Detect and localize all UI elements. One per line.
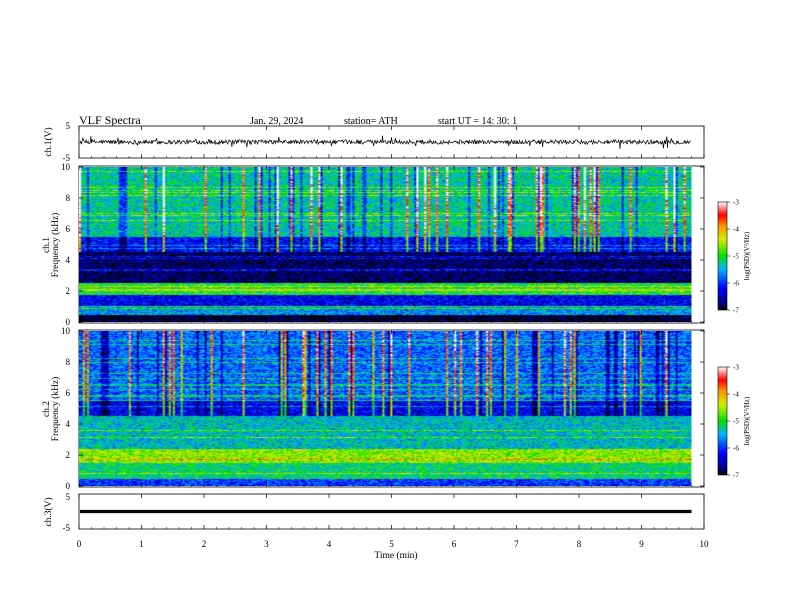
y-tick-label: 2	[66, 286, 71, 296]
figure-title: VLF Spectra	[79, 113, 141, 127]
x-tick-label: 4	[327, 539, 332, 549]
ch2-spectrogram-ylabel: Frequency (kHz)	[50, 377, 61, 442]
ch1-waveform-panel: 5 -5 ch.1(V)	[43, 121, 705, 163]
colorbar-tick-label: -3	[733, 199, 739, 207]
colorbar-tick-label: -7	[733, 472, 739, 480]
ch2-colorbar-ticks: -3 -4 -5 -6 -7	[727, 364, 739, 480]
x-tick-label: 10	[700, 539, 710, 549]
ch3-waveform-ylabel: ch.3(V)	[43, 497, 54, 526]
ch1-colorbar-ticks: -3 -4 -5 -6 -7	[727, 199, 739, 315]
ch1-spectrogram-yticks: 0 2 4 6 8 10	[61, 162, 704, 327]
time-axis: 0 1 2 3 4 5 6 7 8 9 10	[77, 126, 709, 549]
ch1-spectrogram-image	[79, 167, 692, 322]
x-tick-label: 1	[139, 539, 144, 549]
ch3-ytick-bottom: -5	[63, 523, 71, 533]
x-tick-label: 0	[77, 539, 82, 549]
station-label: station= ATH	[344, 116, 398, 127]
colorbar-tick-label: -5	[733, 418, 739, 426]
x-tick-label: 9	[639, 539, 644, 549]
y-tick-label: 2	[66, 450, 71, 460]
ch1-colorbar	[717, 201, 728, 311]
x-tick-label: 6	[452, 539, 457, 549]
colorbar-tick-label: -6	[733, 445, 739, 453]
ch2-colorbar	[717, 366, 728, 476]
y-tick-label: 8	[66, 357, 71, 367]
ch1-waveform-frame	[78, 125, 705, 159]
y-tick-label: 0	[66, 481, 71, 491]
y-tick-label: 6	[66, 224, 71, 234]
colorbar-tick-label: -7	[733, 307, 739, 315]
ch1-ytick-top: 5	[66, 121, 71, 131]
ch2-colorbar-label: log(PSD)(V²/Hz)	[743, 396, 751, 445]
colorbar-tick-label: -5	[733, 253, 739, 261]
y-tick-label: 8	[66, 193, 71, 203]
y-tick-label: 10	[61, 326, 71, 336]
y-tick-label: 4	[66, 419, 71, 429]
colorbar-tick-label: -6	[733, 280, 739, 288]
x-tick-label: 3	[264, 539, 269, 549]
ch1-waveform-trace	[79, 135, 691, 150]
ch1-ytick-bottom: -5	[63, 153, 71, 163]
colorbar-tick-label: -3	[733, 364, 739, 372]
y-tick-label: 0	[66, 317, 71, 327]
ch1-spectrogram-ylabel-channel: ch.1	[42, 237, 52, 253]
ch3-waveform-panel: 5 -5 ch.3(V)	[43, 492, 705, 533]
x-tick-label: 2	[202, 539, 207, 549]
ch1-colorbar-label: log(PSD)(V²/Hz)	[743, 231, 751, 280]
date-label: Jan. 29, 2024	[250, 116, 303, 127]
y-tick-label: 6	[66, 388, 71, 398]
ch2-spectrogram-ylabel-channel: ch.2	[42, 401, 52, 417]
ch1-spectrogram-ylabel: Frequency (kHz)	[50, 213, 61, 278]
x-tick-label: 7	[514, 539, 519, 549]
colorbar-tick-label: -4	[733, 226, 739, 234]
y-tick-label: 10	[61, 162, 71, 172]
ch1-waveform-ylabel: ch.1(V)	[43, 127, 54, 156]
start-time-label: start UT = 14: 30: 1	[438, 116, 517, 127]
x-tick-label: 5	[389, 539, 394, 549]
ch2-spectrogram-image	[79, 331, 692, 486]
y-tick-label: 4	[66, 255, 71, 265]
x-tick-label: 8	[577, 539, 582, 549]
time-axis-label: Time (min)	[374, 550, 417, 561]
colorbar-tick-label: -4	[733, 391, 739, 399]
ch2-spectrogram-yticks: 0 2 4 6 8 10	[61, 326, 704, 491]
ch3-ytick-top: 5	[66, 492, 71, 502]
